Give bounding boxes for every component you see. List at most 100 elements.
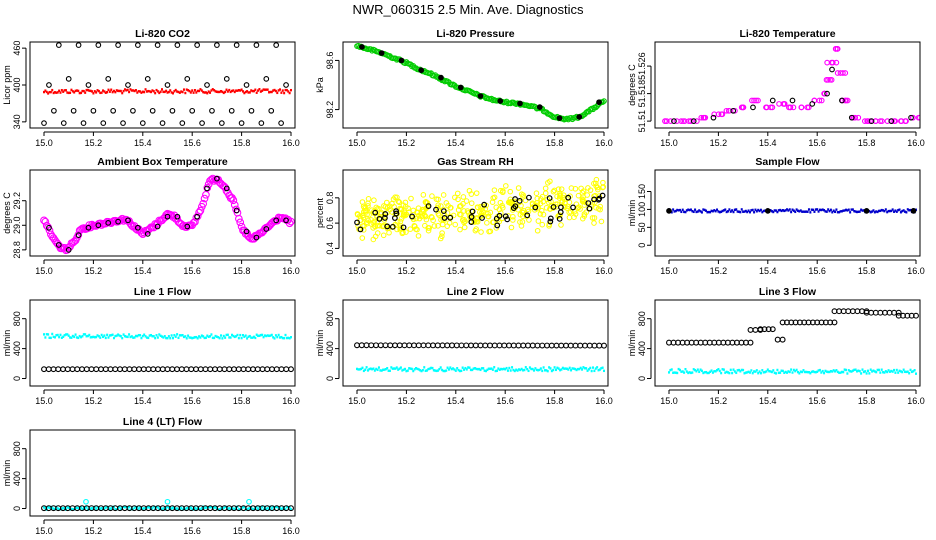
data-point	[55, 366, 62, 373]
data-point	[723, 107, 730, 114]
x-tick-label: 15.6	[183, 396, 201, 406]
data-point	[471, 368, 474, 372]
data-point	[155, 505, 158, 509]
data-point	[460, 194, 467, 200]
data-point	[53, 91, 56, 94]
y-tick-label: 50	[637, 222, 647, 232]
data-point	[145, 506, 148, 509]
data-point	[216, 366, 223, 373]
data-point	[517, 219, 523, 225]
data-point	[108, 507, 111, 511]
data-point	[235, 366, 242, 373]
data-point	[376, 222, 383, 229]
data-point	[248, 334, 251, 338]
data-point	[508, 200, 515, 207]
data-point	[132, 224, 140, 233]
data-point	[799, 370, 802, 373]
data-point	[729, 210, 732, 213]
data-point	[567, 342, 574, 349]
data-point	[601, 98, 607, 104]
y-axis: 28.829.029.2	[12, 192, 27, 259]
data-point	[262, 335, 265, 339]
data-point	[52, 91, 55, 95]
data-point	[448, 204, 454, 211]
data-point	[264, 366, 271, 373]
data-point	[805, 104, 812, 111]
data-point	[910, 208, 917, 214]
data-point	[188, 366, 195, 373]
data-point	[479, 368, 482, 372]
data-point	[290, 336, 292, 339]
data-point	[137, 90, 140, 93]
y-axis-label: degrees C	[627, 64, 637, 106]
data-point	[51, 107, 57, 114]
data-point	[419, 369, 422, 372]
data-point	[482, 342, 489, 349]
x-tick-label: 15.6	[183, 138, 201, 148]
data-point	[169, 107, 176, 114]
data-point	[363, 342, 370, 349]
x-tick-label: 15.0	[660, 396, 678, 406]
data-point	[55, 42, 62, 48]
data-point	[468, 219, 475, 225]
data-point	[491, 187, 498, 193]
data-point	[285, 505, 288, 508]
data-point	[761, 326, 768, 333]
data-point	[888, 118, 895, 124]
data-point	[372, 233, 379, 240]
data-point	[831, 319, 838, 326]
data-point	[169, 89, 172, 92]
data-point	[85, 506, 88, 509]
data-point	[777, 371, 780, 375]
data-point	[226, 507, 229, 510]
data-point	[832, 209, 835, 212]
data-point	[111, 333, 114, 336]
data-point	[908, 372, 911, 375]
x-tick-label: 15.6	[496, 138, 514, 148]
data-point	[906, 370, 909, 373]
data-point	[214, 90, 217, 93]
data-point	[45, 333, 48, 336]
data-point	[182, 88, 185, 91]
data-point	[710, 114, 717, 121]
data-point	[792, 368, 795, 372]
plot-area	[666, 308, 919, 375]
y-tick-label: 28.8	[12, 241, 22, 259]
series-scan	[662, 46, 920, 124]
data-point	[154, 42, 161, 48]
data-point	[393, 367, 396, 370]
data-point	[114, 90, 117, 94]
data-point	[820, 208, 823, 212]
data-point	[167, 335, 170, 338]
data-point	[56, 333, 59, 337]
data-point	[251, 89, 254, 93]
data-point	[718, 211, 721, 214]
y-tick-label: 400	[12, 341, 22, 356]
data-point	[666, 208, 672, 214]
data-point	[279, 88, 282, 91]
data-point	[165, 336, 168, 340]
data-point	[401, 342, 408, 349]
data-point	[118, 505, 121, 509]
data-point	[114, 508, 117, 511]
y-tick-label: 400	[12, 471, 22, 486]
data-point	[136, 334, 139, 338]
plot-area	[41, 498, 294, 512]
data-point	[452, 221, 459, 228]
data-point	[873, 211, 876, 214]
data-point	[880, 368, 883, 371]
data-point	[184, 91, 187, 95]
data-point	[243, 505, 246, 509]
x-axis: 15.0 15.2 15.4 15.6 15.8 16.0	[35, 519, 300, 536]
data-point	[449, 366, 452, 369]
data-point	[728, 208, 731, 211]
data-point	[773, 209, 776, 212]
y-axis-label: degrees C	[2, 192, 12, 234]
data-point	[784, 209, 787, 212]
data-point	[228, 336, 231, 339]
data-point	[399, 366, 402, 369]
data-point	[803, 370, 806, 374]
data-point	[106, 90, 109, 94]
data-point	[287, 90, 290, 93]
data-point	[224, 336, 227, 339]
